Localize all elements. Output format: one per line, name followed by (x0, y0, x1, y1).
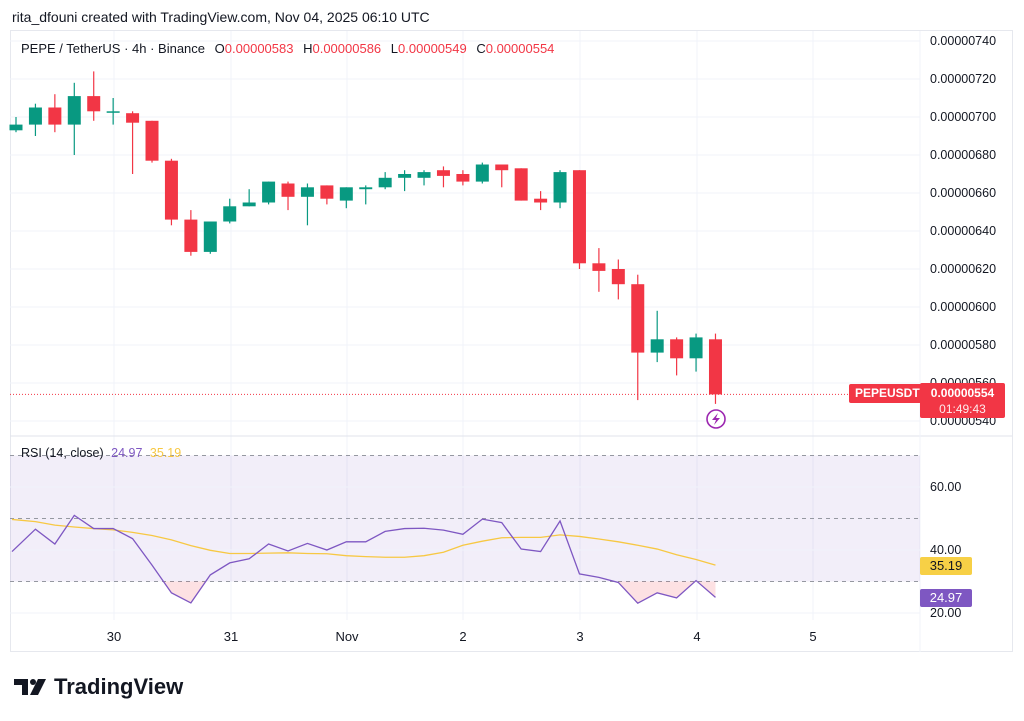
price-tick-label: 0.00000680 (930, 148, 996, 162)
candle-body (359, 187, 373, 190)
time-tick-label: 3 (576, 629, 583, 644)
price-tick-label: 0.00000600 (930, 300, 996, 314)
symbol-legend[interactable]: PEPE / TetherUS · 4h · Binance O0.000005… (21, 41, 554, 56)
candle-body (514, 168, 528, 201)
candle-body (87, 96, 101, 112)
time-tick-label: 4 (693, 629, 700, 644)
rsi-tag: 24.97 (920, 589, 972, 607)
rsi-tick-label: 60.00 (930, 480, 961, 494)
time-tick-label: 31 (224, 629, 238, 644)
rsi-ma-value: 35.19 (149, 446, 182, 460)
rsi-tick-label: 40.00 (930, 543, 961, 557)
candle-body (631, 284, 645, 353)
rsi-oversold-fill (12, 581, 716, 604)
price-tick-label: 0.00000740 (930, 34, 996, 48)
rsi-background (10, 455, 920, 614)
price-tick-label: 0.00000620 (930, 262, 996, 276)
candle-body (417, 172, 431, 178)
candle-body (534, 198, 548, 203)
logo-text: TradingView (54, 674, 184, 699)
candle-body (650, 339, 664, 353)
candle-body (67, 96, 81, 125)
open-label: O (214, 41, 225, 56)
close-value: 0.00000554 (485, 41, 555, 56)
candle-body (456, 174, 470, 182)
candle-body (495, 164, 509, 171)
candle-body (126, 113, 140, 123)
candle-body (48, 107, 62, 125)
candle-body (436, 170, 450, 176)
candle-body (320, 185, 334, 199)
candle-body (475, 164, 489, 182)
rsi-line (11, 514, 716, 605)
candle-body (398, 174, 412, 178)
rsi-band (10, 455, 920, 582)
candle-body (592, 263, 606, 271)
candles (9, 71, 920, 404)
candle-body (553, 172, 567, 203)
tradingview-logo: TradingView (14, 674, 183, 700)
candle-body (184, 219, 198, 252)
symbol-title: PEPE / TetherUS · 4h · Binance (21, 41, 206, 56)
candle-body (670, 339, 684, 359)
price-tick-label: 0.00000720 (930, 72, 996, 86)
candle-body (9, 124, 23, 131)
candle-body (572, 170, 586, 264)
last-price-tag: 0.00000554 01:49:43 (920, 383, 1005, 418)
candle-body (300, 187, 314, 197)
candle-body (106, 111, 120, 113)
rsi-legend[interactable]: RSI (14, close) 24.97 35.19 (21, 446, 181, 460)
candle-body (262, 181, 276, 203)
time-tick-label: 30 (107, 629, 121, 644)
price-tick-label: 0.00000580 (930, 338, 996, 352)
price-tick-label: 0.00000700 (930, 110, 996, 124)
time-tick-label: Nov (335, 629, 359, 644)
chart-frame (10, 30, 1013, 652)
rsi-ma-tag: 35.19 (920, 557, 972, 575)
candle-body (164, 160, 178, 220)
bar-countdown: 01:49:43 (939, 402, 986, 416)
price-tick-label: 0.00000660 (930, 186, 996, 200)
time-tick-label: 2 (459, 629, 466, 644)
close-label: C (476, 41, 486, 56)
candle-body (28, 107, 42, 125)
candle-body (708, 339, 722, 395)
candle-body (145, 120, 159, 161)
low-value: 0.00000549 (398, 41, 467, 56)
open-value: 0.00000583 (224, 41, 294, 56)
symbol-price-tag: PEPEUSDT (849, 384, 926, 403)
rsi-value: 24.97 (111, 446, 143, 460)
rsi-lines (11, 514, 716, 605)
candle-body (281, 183, 295, 197)
rsi-title: RSI (14, close) (21, 446, 104, 460)
high-value: 0.00000586 (312, 41, 382, 56)
rsi-tick-label: 20.00 (930, 606, 961, 620)
candle-body (378, 177, 392, 188)
price-tick-label: 0.00000640 (930, 224, 996, 238)
candle-body (611, 269, 625, 285)
rsi-ma-line (11, 518, 716, 566)
time-tick-label: 5 (809, 629, 816, 644)
lightning-icon[interactable] (706, 409, 726, 429)
grid (10, 31, 1012, 652)
low-label: L (390, 41, 399, 56)
high-label: H (303, 41, 313, 56)
attribution-text: rita_dfouni created with TradingView.com… (12, 9, 430, 25)
candle-body (339, 187, 353, 201)
candle-body (689, 337, 703, 359)
candle-body (223, 206, 237, 222)
last-price: 0.00000554 (930, 386, 995, 400)
candle-body (242, 202, 256, 207)
candle-body (203, 221, 217, 252)
tradingview-logo-icon (14, 679, 46, 695)
